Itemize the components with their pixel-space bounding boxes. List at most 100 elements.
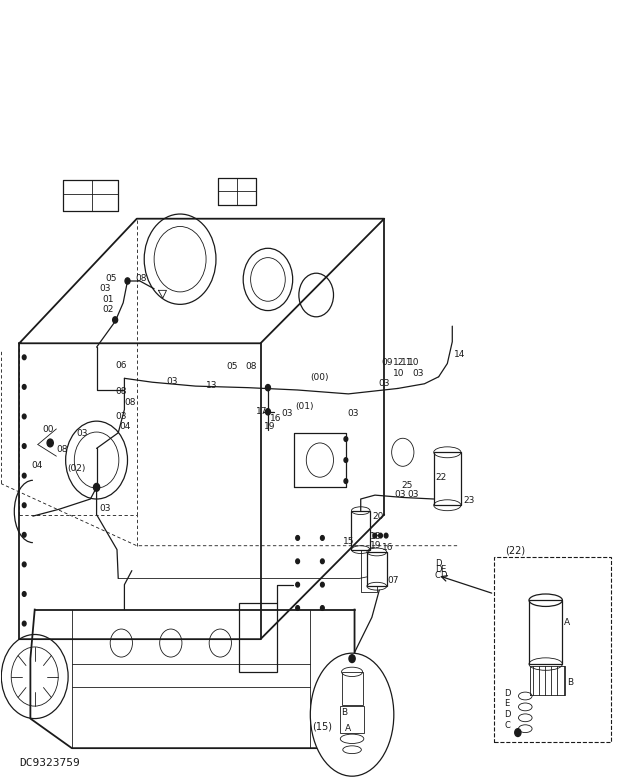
Text: (00): (00) [310, 373, 329, 382]
Text: 06: 06 [115, 361, 126, 370]
Text: 08: 08 [246, 363, 257, 371]
Text: 03: 03 [378, 378, 389, 388]
Circle shape [296, 536, 299, 541]
Text: C: C [435, 571, 441, 580]
Text: 04: 04 [120, 422, 131, 431]
Text: 22: 22 [436, 473, 447, 482]
Text: 03: 03 [115, 412, 126, 421]
Text: 03: 03 [167, 377, 178, 386]
Text: 03: 03 [76, 429, 87, 438]
Circle shape [321, 559, 324, 564]
Ellipse shape [310, 653, 394, 776]
Circle shape [321, 583, 324, 587]
Text: D: D [504, 689, 511, 697]
Circle shape [384, 534, 388, 538]
Circle shape [47, 439, 53, 447]
Text: 23: 23 [463, 496, 475, 505]
Text: 20: 20 [372, 512, 383, 521]
Circle shape [22, 355, 26, 360]
Circle shape [296, 583, 299, 587]
Text: A: A [345, 725, 352, 733]
Text: 11: 11 [401, 358, 412, 367]
Text: 19: 19 [264, 422, 275, 431]
Text: (02): (02) [68, 464, 86, 473]
Bar [367, 552, 387, 587]
Text: 10: 10 [408, 358, 419, 367]
Circle shape [94, 484, 100, 491]
Text: 17: 17 [255, 406, 267, 416]
Circle shape [22, 385, 26, 389]
Text: DC9323759: DC9323759 [19, 757, 80, 768]
Text: A: A [564, 619, 570, 627]
Text: 03: 03 [281, 409, 293, 418]
Text: 08: 08 [136, 274, 147, 282]
Circle shape [22, 444, 26, 448]
Circle shape [344, 458, 348, 463]
Text: 03: 03 [347, 409, 358, 418]
Circle shape [349, 654, 355, 662]
Circle shape [515, 729, 521, 736]
Text: D: D [435, 565, 441, 574]
Text: 03: 03 [412, 369, 423, 378]
Bar [352, 511, 370, 550]
Text: (22): (22) [505, 545, 525, 555]
Text: C: C [504, 722, 510, 730]
Text: 09: 09 [381, 358, 392, 367]
Text: 16: 16 [383, 543, 394, 552]
Bar [494, 557, 611, 742]
Bar [434, 452, 461, 505]
Text: 03: 03 [100, 284, 111, 292]
Text: 07: 07 [388, 576, 399, 585]
Text: 08: 08 [56, 445, 68, 454]
Circle shape [22, 562, 26, 567]
Text: B: B [341, 708, 347, 717]
Circle shape [344, 437, 348, 441]
Bar [529, 601, 562, 664]
Circle shape [22, 592, 26, 597]
Circle shape [296, 559, 299, 564]
Circle shape [373, 534, 377, 538]
Text: 03: 03 [408, 490, 419, 499]
Text: 18: 18 [370, 532, 381, 541]
Circle shape [125, 278, 130, 284]
Text: 03: 03 [100, 504, 111, 513]
Bar [342, 672, 363, 704]
Text: 25: 25 [402, 481, 413, 491]
Circle shape [22, 533, 26, 537]
Text: 19: 19 [370, 541, 381, 551]
Circle shape [22, 414, 26, 419]
Circle shape [321, 536, 324, 541]
Text: (15): (15) [312, 721, 332, 731]
Text: 14: 14 [454, 350, 466, 359]
Circle shape [22, 621, 26, 626]
Text: 01: 01 [103, 295, 114, 303]
Circle shape [296, 606, 299, 610]
Text: 12: 12 [393, 358, 404, 367]
Text: 00: 00 [43, 425, 55, 434]
Text: D: D [435, 558, 441, 568]
Text: D: D [441, 571, 447, 580]
Text: 04: 04 [32, 461, 43, 470]
Text: 05: 05 [106, 274, 117, 282]
Text: 05: 05 [226, 363, 238, 371]
Text: (01): (01) [295, 402, 314, 411]
Text: E: E [504, 700, 510, 708]
Text: E: E [441, 565, 446, 574]
Text: 16: 16 [270, 413, 281, 423]
Circle shape [344, 479, 348, 484]
Text: D: D [504, 711, 511, 719]
Text: 15: 15 [343, 537, 354, 546]
Text: 13: 13 [206, 381, 218, 390]
Text: 08: 08 [125, 398, 136, 407]
Text: 10: 10 [393, 369, 404, 378]
Text: 02: 02 [103, 306, 114, 314]
Circle shape [379, 534, 383, 538]
Text: 03: 03 [394, 490, 405, 499]
Bar [340, 706, 364, 732]
Circle shape [265, 409, 270, 415]
Circle shape [265, 385, 270, 391]
Circle shape [113, 317, 118, 323]
Circle shape [22, 473, 26, 478]
Text: B: B [567, 679, 573, 687]
Circle shape [321, 606, 324, 610]
